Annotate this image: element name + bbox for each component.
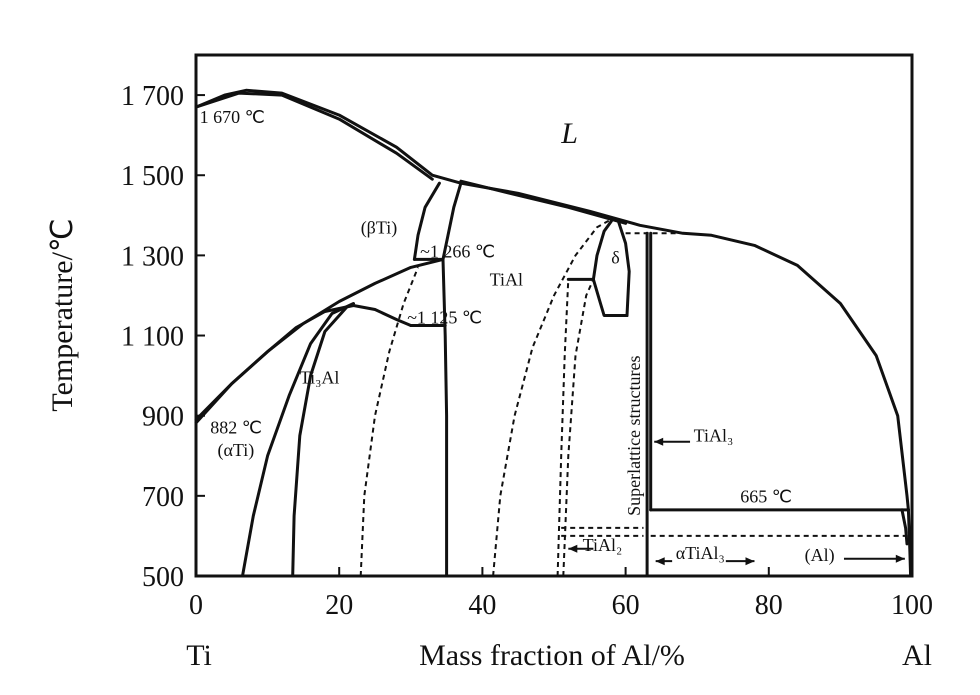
- phase-boundary-alpha2-tial-line: [441, 257, 449, 578]
- annotation-al-phase: (Al): [805, 545, 835, 566]
- x-tick-label: 0: [189, 590, 203, 621]
- x-tick-label: 20: [325, 590, 353, 621]
- x-tick-label: 80: [755, 590, 783, 621]
- annotation-arrows: [568, 437, 905, 566]
- arrow-tial3: [654, 437, 691, 446]
- y-tick-label: 1 100: [121, 322, 184, 353]
- y-tick-label: 700: [142, 482, 184, 513]
- phase-boundary-beta-tial-right: [441, 181, 463, 261]
- y-axis-title: Temperature/℃: [46, 218, 79, 411]
- annotation-superlattice: Superlattice structures: [624, 355, 644, 515]
- arrow-al: [843, 554, 905, 563]
- annotation-alpha-tial3: αTiAl₃: [676, 543, 725, 563]
- annotation-tial2: TiAl₂: [583, 535, 623, 555]
- phase-boundary-liquidus-left: [194, 88, 463, 185]
- y-tick-label: 1 500: [121, 161, 184, 192]
- phase-boundary-al-terminal: [906, 508, 913, 578]
- annotation-beta-ti: (βTi): [361, 217, 398, 238]
- phase-boundary-liquidus-right: [459, 181, 910, 512]
- x-axis-ticks: 0 20 40 60 80 100: [189, 567, 933, 621]
- annotation-tial: TiAl: [490, 269, 523, 289]
- phase-boundary-ti3al-left: [241, 302, 355, 578]
- y-tick-label: 1 300: [121, 241, 184, 272]
- phase-boundary-beta-tial-left: [412, 181, 441, 261]
- annotation-alpha-ti: (αTi): [218, 440, 255, 461]
- plot-frame: [194, 53, 914, 578]
- annotation-t1125: ~1 125 ℃: [407, 308, 482, 328]
- phase-boundary-tial2-left-dashed: [556, 279, 570, 577]
- arrow-head: [895, 554, 905, 563]
- phase-boundary-alpha-transus: [194, 304, 413, 425]
- annotation-liquid: L: [560, 117, 578, 150]
- annotation-t1266: ~1 266 ℃: [420, 241, 495, 261]
- phase-boundary-ti3al-tial-dashed: [359, 267, 419, 577]
- y-tick-label: 500: [142, 562, 184, 593]
- annotation-tial3: TiAl₃: [694, 426, 734, 446]
- annotation-ti3al: Ti₃Al: [300, 368, 340, 388]
- y-axis-ticks: 500 700 900 1 100 1 300 1 500 1 700: [121, 81, 205, 593]
- phase-boundary-tial-right-dashed: [492, 218, 612, 577]
- phase-boundary-beta-transus: [194, 257, 445, 422]
- phase-boundary-delta-right: [616, 219, 631, 317]
- phase-boundary-delta-left: [591, 219, 613, 281]
- arrow-tial2: [568, 544, 594, 553]
- annotations: L 1 670 ℃ (βTi) ~1 266 ℃ TiAl ~1 125 ℃ Ti₃Al 88…: [200, 107, 835, 566]
- right-end-label: Al: [902, 639, 932, 672]
- arrow-head: [568, 544, 578, 553]
- phase-boundary-solidus-left: [194, 91, 434, 181]
- arrow-head: [745, 557, 755, 566]
- phase-boundary-al-terminal-2: [900, 508, 909, 546]
- phase-boundary-ti3al-right: [291, 306, 348, 578]
- x-axis-title: Mass fraction of Al/%: [419, 639, 685, 672]
- phase-boundaries: [194, 88, 913, 578]
- arrow-alpha-tial3-left: [655, 557, 673, 566]
- arrow-head: [654, 437, 664, 446]
- phase-boundary-solidus-right: [459, 179, 628, 225]
- x-tick-label: 60: [612, 590, 640, 621]
- y-tick-label: 1 700: [121, 81, 184, 112]
- left-end-label: Ti: [186, 639, 212, 672]
- phase-boundary-delta-inner: [591, 277, 629, 317]
- y-tick-label: 900: [142, 402, 184, 433]
- arrow-head: [655, 557, 665, 566]
- annotation-t665: 665 ℃: [740, 487, 792, 507]
- phase-boundary-tial2-right-dashed: [562, 278, 595, 577]
- annotation-t1670: 1 670 ℃: [200, 107, 265, 127]
- annotation-t882: 882 ℃: [210, 418, 262, 438]
- arrow-alpha-tial3-right: [725, 557, 755, 566]
- x-tick-label: 40: [468, 590, 496, 621]
- annotation-delta: δ: [611, 247, 619, 267]
- x-tick-label: 100: [891, 590, 933, 621]
